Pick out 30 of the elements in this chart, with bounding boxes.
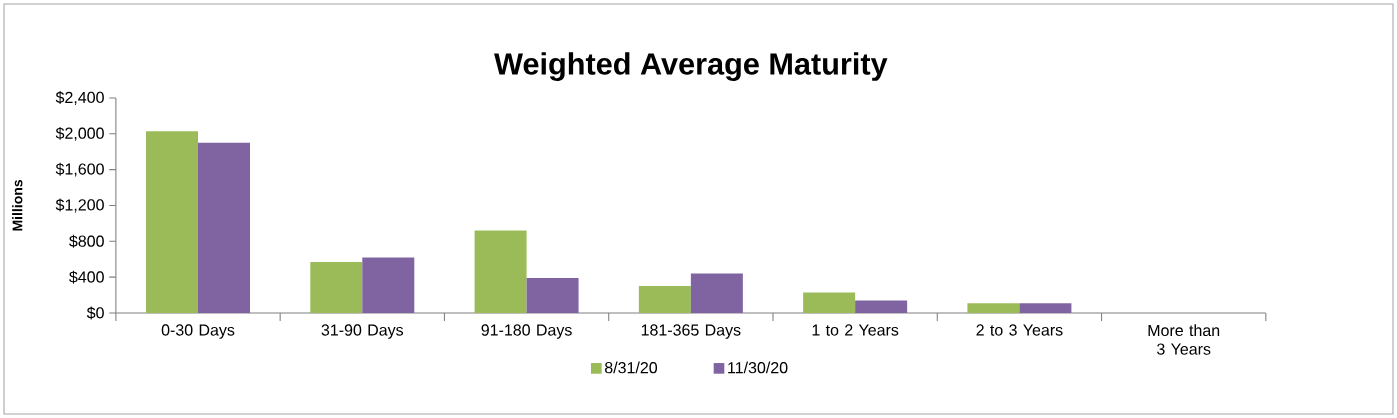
bar [146,131,199,313]
bar [855,300,908,313]
x-tick-label: 2 to 3 Years [976,324,1063,336]
bar [638,286,691,313]
y-tick-label: $400 [69,270,104,284]
x-tick-label: 91-180 Days [481,324,572,339]
bar [967,303,1020,313]
y-tick-label: $2,000 [55,126,104,141]
y-axis-title: Millions [12,179,23,231]
legend-label: 8/31/20 [604,361,658,374]
y-tick-label: $2,400 [55,91,104,105]
bar [362,257,415,313]
bar [1019,303,1072,313]
x-tick-label: 31-90 Days [321,324,404,339]
bar [526,278,579,313]
x-tick-label: More than 3 Years [1148,324,1220,355]
bar [474,230,527,313]
chart-title: Weighted Average Maturity [494,52,888,81]
y-tick-label: $1,200 [55,198,104,213]
y-tick-label: $800 [69,234,104,248]
bar [803,292,856,313]
bar [310,261,363,313]
y-tick-label: $1,600 [55,162,104,177]
y-tick-label: $0 [86,306,104,320]
bar [198,142,251,313]
legend-label: 11/30/20 [728,361,788,374]
bar [690,273,743,313]
x-tick-label: 1 to 2 Years [812,324,899,336]
x-tick-label: 0-30 Days [161,324,235,339]
x-tick-label: 181-365 Days [641,324,741,339]
